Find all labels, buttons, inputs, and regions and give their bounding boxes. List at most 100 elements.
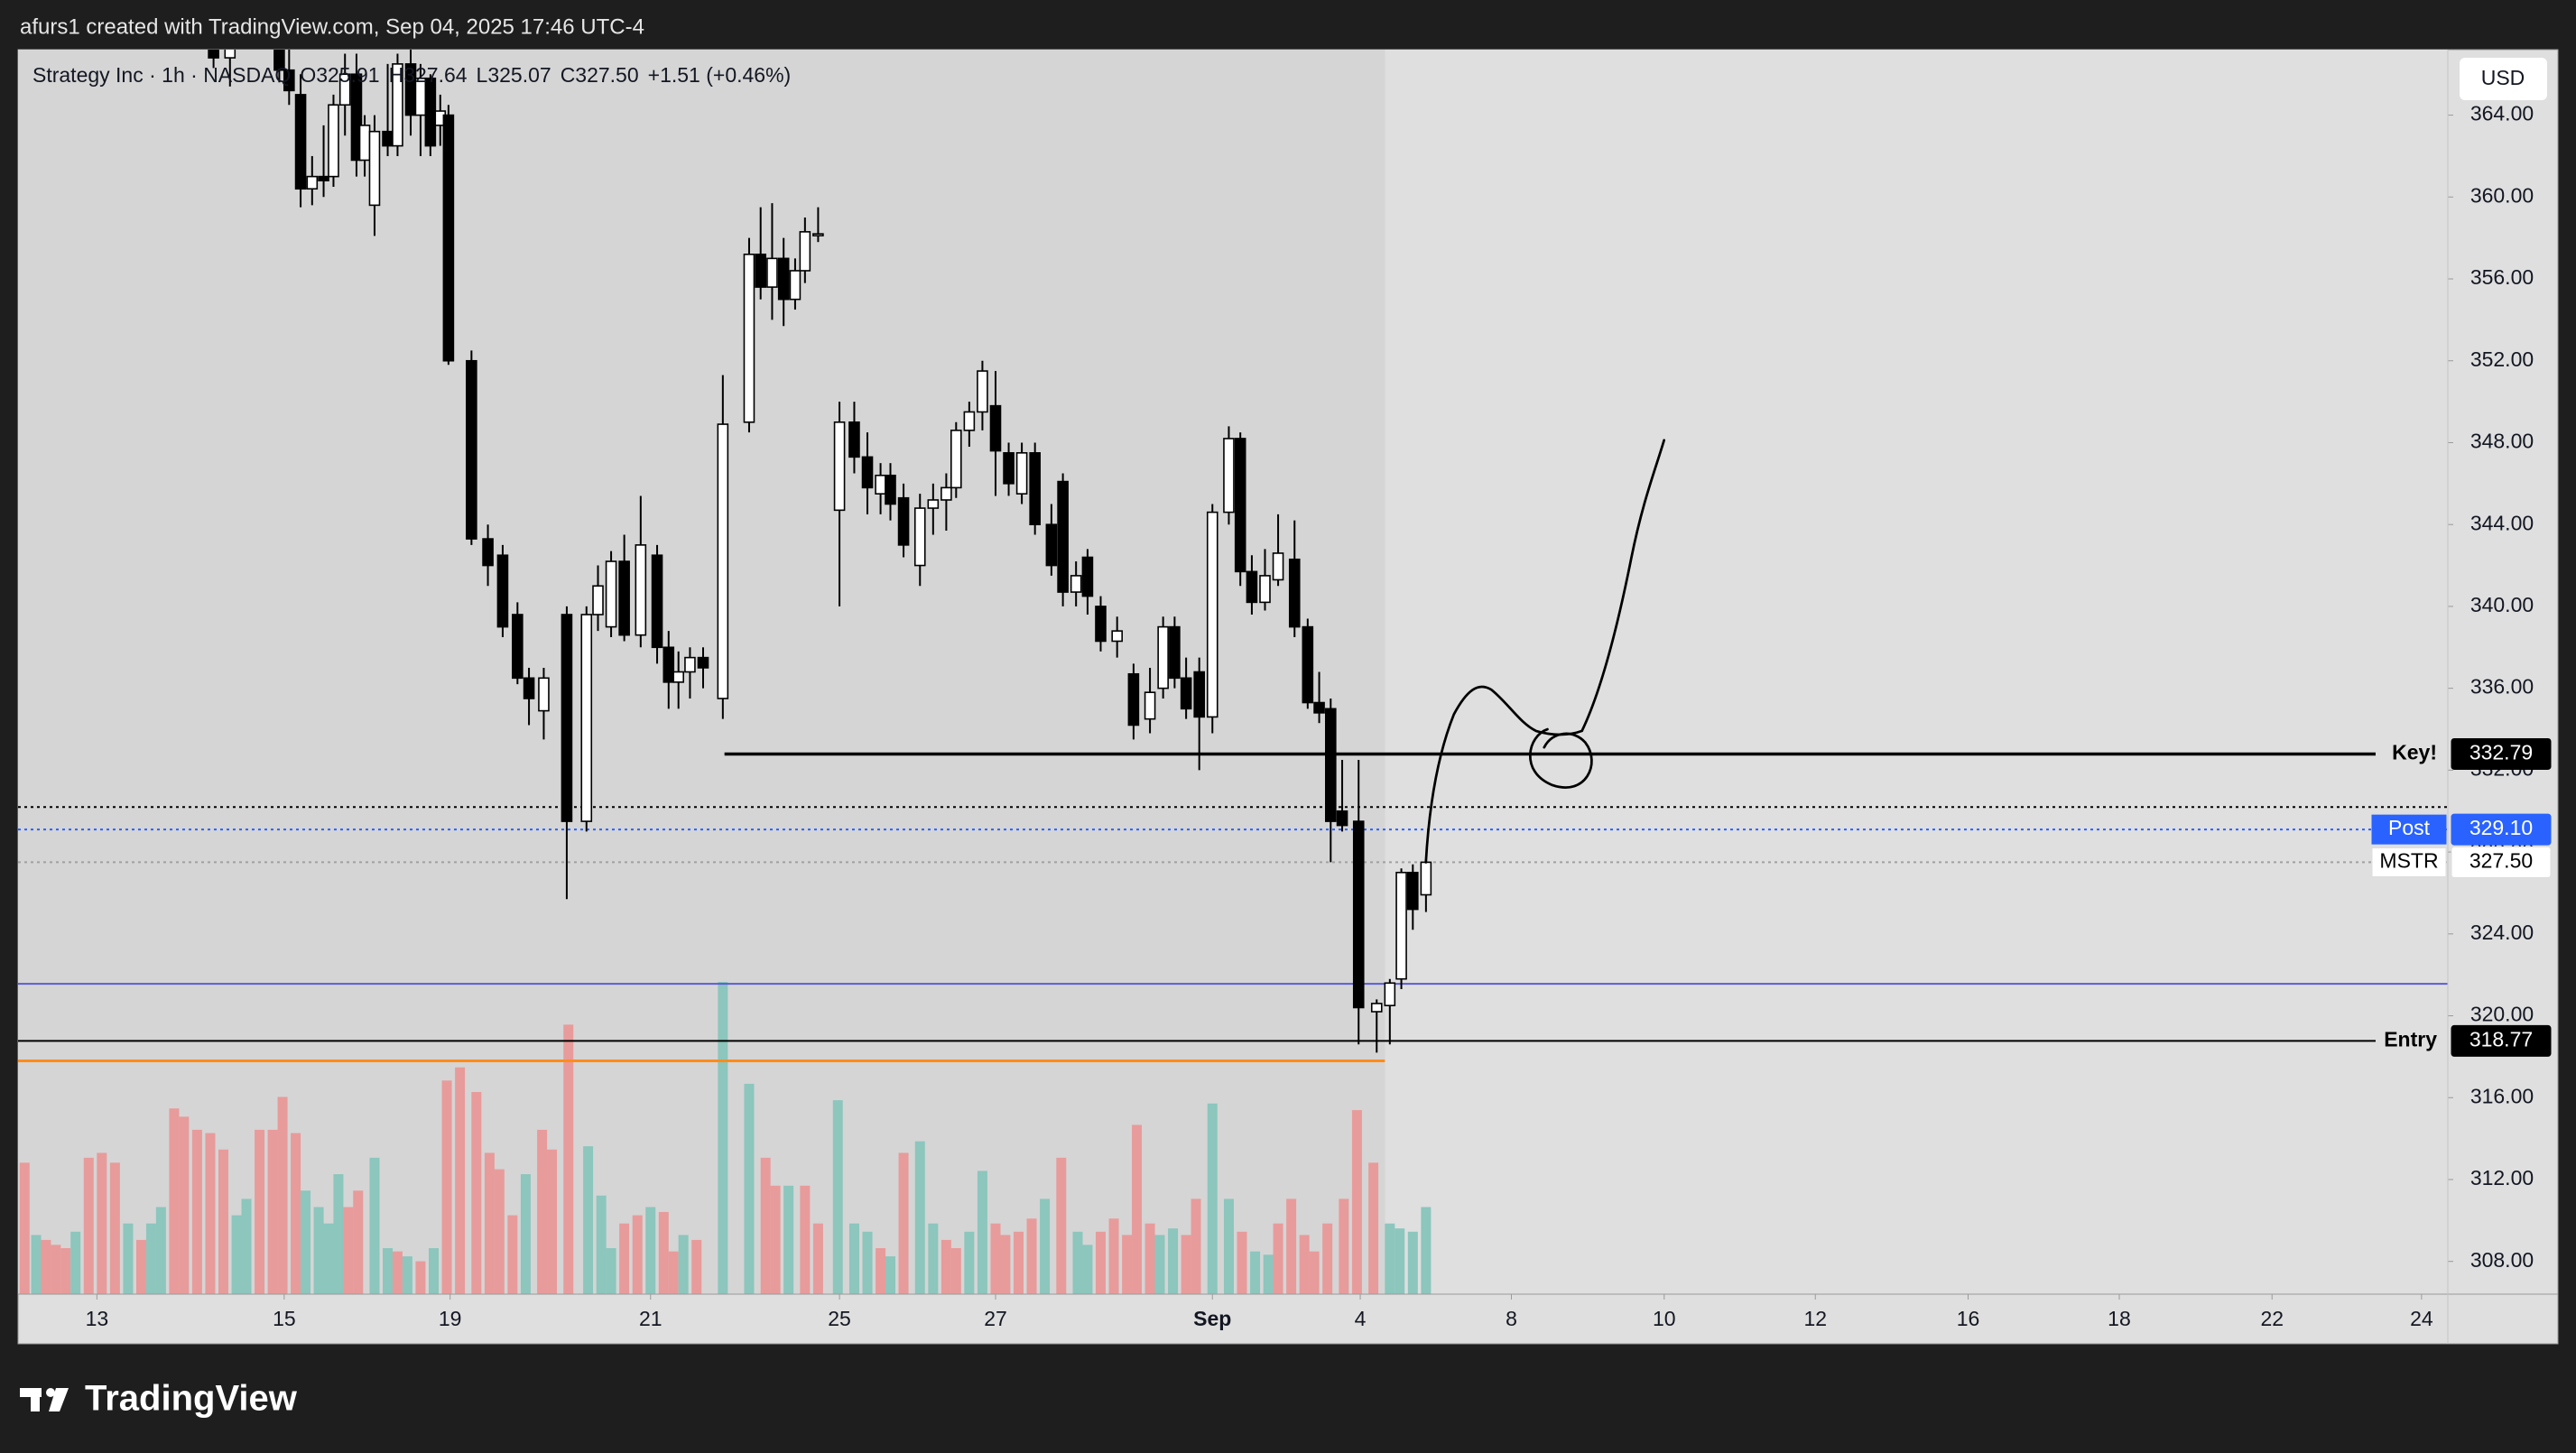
volume-bar xyxy=(928,1223,939,1294)
candle-body xyxy=(1157,625,1169,689)
volume-bar xyxy=(218,1149,229,1294)
candle-body xyxy=(1407,871,1419,911)
volume-bar xyxy=(885,1256,895,1294)
candle-body xyxy=(442,114,455,362)
volume-bar xyxy=(1168,1228,1179,1294)
volume-bar xyxy=(678,1235,689,1294)
price-tag-value: 327.50 xyxy=(2469,849,2533,873)
volume-bar xyxy=(1237,1231,1247,1294)
volume-bar xyxy=(606,1248,616,1294)
candle-body xyxy=(861,456,874,489)
candle-body xyxy=(1272,552,1284,581)
candle-body xyxy=(777,257,790,301)
candle-body xyxy=(1259,575,1271,604)
volume-bar xyxy=(402,1256,412,1294)
candle-body xyxy=(1324,708,1337,822)
volume-bar xyxy=(392,1251,403,1294)
volume-bar xyxy=(123,1223,134,1294)
volume-bar xyxy=(783,1185,794,1294)
volume-bar xyxy=(1407,1231,1418,1294)
candle-body xyxy=(897,496,910,546)
y-tick-label: 336.00 xyxy=(2470,675,2534,699)
volume-bar xyxy=(291,1133,301,1294)
volume-bar xyxy=(1122,1235,1133,1294)
volume-bar xyxy=(267,1129,278,1294)
x-tick-label: 25 xyxy=(828,1307,851,1330)
x-tick-label: 15 xyxy=(273,1307,296,1330)
volume-bar xyxy=(668,1251,679,1294)
y-tick-label: 360.00 xyxy=(2470,183,2534,207)
volume-bar xyxy=(876,1248,886,1294)
price-tag xyxy=(2451,846,2552,878)
volume-bar xyxy=(31,1235,42,1294)
legend-item: C327.50 xyxy=(561,63,639,87)
volume-bar xyxy=(547,1149,558,1294)
brand-logo xyxy=(20,1388,69,1411)
drawn-curve xyxy=(1424,439,1666,864)
candle-body xyxy=(1302,625,1314,704)
volume-bar xyxy=(1351,1110,1362,1294)
volume-bar xyxy=(428,1248,439,1294)
volume-bar xyxy=(301,1190,311,1294)
volume-bar xyxy=(1181,1235,1191,1294)
header-text: afurs1 created with TradingView.com, Sep… xyxy=(20,14,644,39)
volume-bar xyxy=(455,1067,466,1294)
volume-bar xyxy=(1013,1231,1024,1294)
candle-body xyxy=(1081,556,1094,597)
volume-bar xyxy=(1339,1198,1349,1294)
candle-body xyxy=(789,270,802,301)
volume-bar xyxy=(950,1248,961,1294)
price-tag-value: 318.77 xyxy=(2469,1028,2533,1051)
x-tick-label: 4 xyxy=(1355,1307,1367,1330)
price-line-label: Post xyxy=(2388,816,2431,839)
volume-bar xyxy=(537,1129,548,1294)
candle-body xyxy=(618,560,630,636)
volume-bar xyxy=(1223,1198,1234,1294)
candle-body xyxy=(350,73,363,162)
candle-body xyxy=(766,257,778,288)
volume-bar xyxy=(632,1215,643,1294)
candle-body xyxy=(684,656,696,673)
candle-body xyxy=(1070,575,1082,593)
volume-bar xyxy=(744,1083,755,1294)
freehand-drawing xyxy=(1424,439,1666,864)
candle-body xyxy=(605,560,617,628)
candle-body xyxy=(1111,630,1123,643)
legend-item: +1.51 (+0.46%) xyxy=(648,63,792,87)
volume-bar xyxy=(914,1141,925,1294)
candle-body xyxy=(663,646,675,683)
currency-label[interactable]: USD xyxy=(2481,66,2525,89)
volume-bar xyxy=(1026,1218,1037,1294)
volume-bar xyxy=(109,1162,120,1294)
volume-bar xyxy=(353,1190,364,1294)
volume-bar xyxy=(255,1129,265,1294)
candle-body xyxy=(1313,701,1325,714)
candle-body xyxy=(318,175,329,181)
candle-body xyxy=(1029,452,1041,525)
volume-bar xyxy=(563,1024,574,1294)
legend-item: L325.07 xyxy=(477,63,551,87)
candle-body xyxy=(941,486,952,501)
currency-button[interactable] xyxy=(2460,58,2547,100)
volume-bar xyxy=(1263,1254,1274,1294)
volume-bar xyxy=(1421,1207,1432,1294)
candle-body xyxy=(1234,438,1246,573)
candle-body xyxy=(561,614,573,822)
volume-bar xyxy=(277,1097,288,1294)
volume-bar xyxy=(658,1211,669,1294)
volume-bar xyxy=(1299,1235,1310,1294)
volume-bar xyxy=(97,1152,107,1294)
x-tick-label: 21 xyxy=(639,1307,663,1330)
price-line-label-box xyxy=(2371,814,2447,845)
volume-bar xyxy=(691,1239,702,1294)
y-tick-label: 308.00 xyxy=(2470,1248,2534,1272)
candle-body xyxy=(885,474,896,505)
x-tick-label: Sep xyxy=(1193,1307,1231,1330)
candle-body xyxy=(538,677,550,712)
legend-item: Strategy Inc · 1h · NASDAQ xyxy=(32,63,291,87)
legend-item: H327.64 xyxy=(389,63,468,87)
price-tag-value: 329.10 xyxy=(2469,816,2533,839)
volume-bar xyxy=(1385,1223,1395,1294)
candle-body xyxy=(392,63,403,147)
